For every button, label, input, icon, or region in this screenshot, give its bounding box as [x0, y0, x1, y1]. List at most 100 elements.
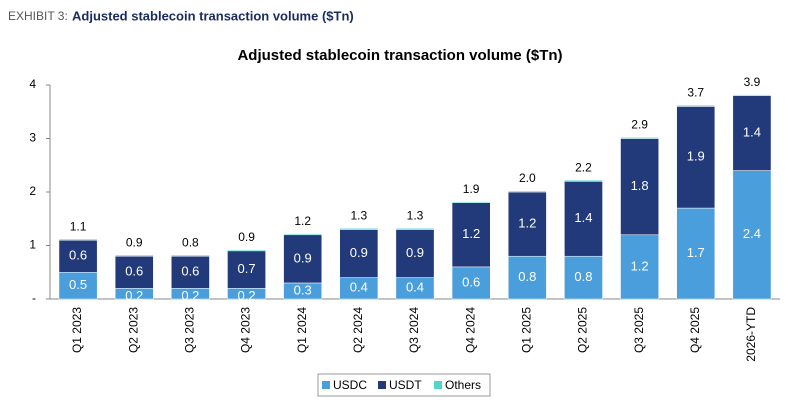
x-tick-label: 2026-YTD	[744, 307, 758, 362]
legend-label: USDC	[333, 378, 367, 392]
total-label: 3.7	[687, 86, 704, 100]
value-label: 1.4	[574, 210, 592, 225]
value-label: 0.7	[237, 261, 255, 276]
bar-segment	[676, 106, 716, 209]
bar-segment	[339, 229, 379, 278]
bar-segment	[227, 250, 266, 289]
bar-segment	[114, 255, 154, 289]
x-tick-label: Q2 2023	[126, 307, 140, 353]
total-label: 0.9	[126, 235, 143, 249]
legend-swatch	[378, 381, 386, 389]
x-tick-label: Q4 2025	[688, 307, 702, 353]
value-label: 1.7	[687, 245, 705, 260]
value-label: 0.6	[181, 264, 199, 279]
value-label: 0.8	[574, 269, 592, 284]
x-tick-label: Q4 2024	[463, 307, 477, 353]
value-label: 0.8	[518, 269, 536, 284]
value-label: 0.6	[69, 248, 87, 263]
value-label: 0.9	[406, 245, 424, 260]
total-label: 1.3	[407, 209, 424, 223]
value-label: 1.4	[743, 125, 761, 140]
value-label: 0.6	[462, 274, 480, 289]
total-label: 3.9	[744, 75, 761, 89]
value-label: 1.2	[518, 216, 536, 231]
bar-segment	[339, 228, 379, 230]
bar-segment	[507, 255, 547, 300]
total-label: 1.1	[70, 219, 87, 233]
value-label: 0.4	[350, 280, 368, 295]
bar-segment	[620, 138, 659, 236]
bar-segment	[620, 137, 659, 139]
value-label: 1.9	[687, 149, 705, 164]
bar-segment	[451, 202, 491, 268]
bar-segment	[58, 238, 98, 241]
bar-segment	[620, 234, 659, 300]
value-label: 1.2	[631, 258, 649, 273]
bar-segment	[451, 201, 491, 203]
bar-segment	[395, 228, 435, 230]
x-tick-label: Q2 2024	[351, 307, 365, 353]
value-label: 0.9	[350, 245, 368, 260]
total-label: 0.8	[182, 235, 199, 249]
bar-segment	[171, 254, 210, 257]
legend-swatch	[434, 381, 442, 389]
bar-segment	[507, 190, 547, 193]
y-tick-label: 4	[29, 77, 36, 91]
x-tick-label: Q1 2024	[295, 307, 309, 353]
total-label: 1.9	[463, 182, 480, 196]
total-label: 2.2	[575, 160, 592, 174]
y-tick-label: 2	[29, 184, 36, 198]
value-label: 0.2	[237, 288, 255, 303]
bar-segment	[114, 254, 154, 257]
bar-segment	[227, 249, 266, 252]
total-label: 2.9	[631, 118, 648, 132]
value-label: 0.4	[406, 280, 424, 295]
value-label: 2.4	[743, 226, 761, 241]
y-tick-label: 1	[29, 238, 36, 252]
value-label: 0.6	[125, 264, 143, 279]
value-label: 1.8	[631, 178, 649, 193]
value-label: 0.2	[181, 288, 199, 303]
bar-segment	[732, 95, 772, 171]
legend-swatch	[322, 381, 330, 389]
bar-segment	[58, 272, 98, 300]
y-tick-label: 3	[29, 131, 36, 145]
x-tick-label: Q3 2023	[183, 307, 197, 353]
bar-segment	[507, 191, 547, 257]
value-label: 0.5	[69, 277, 87, 292]
bar-segment	[171, 255, 210, 289]
x-tick-label: Q2 2025	[576, 307, 590, 353]
bar-segment	[283, 234, 323, 284]
bar-segment	[676, 105, 716, 107]
bar-segment	[676, 207, 716, 300]
value-label: 0.3	[294, 282, 312, 297]
legend-box	[317, 373, 491, 397]
bar-segment	[283, 233, 323, 236]
x-tick-label: Q1 2023	[70, 307, 84, 353]
bar-segment	[564, 255, 603, 300]
bar-segment	[395, 229, 435, 278]
x-tick-label: Q1 2025	[519, 307, 533, 353]
y-tick-label: -	[32, 291, 36, 305]
bar-segment	[564, 179, 603, 182]
total-label: 1.3	[351, 209, 368, 223]
value-label: 0.9	[294, 250, 312, 265]
x-tick-label: Q4 2023	[239, 307, 253, 353]
value-label: 0.2	[125, 288, 143, 303]
bar-segment	[732, 170, 772, 300]
bar-segment	[58, 239, 98, 273]
exhibit-title: Adjusted stablecoin transaction volume (…	[72, 8, 354, 23]
legend-label: USDT	[389, 378, 422, 392]
total-label: 1.2	[294, 214, 311, 228]
value-label: 1.2	[462, 226, 480, 241]
exhibit-label: EXHIBIT 3:	[8, 9, 68, 23]
x-tick-label: Q3 2025	[632, 307, 646, 353]
x-tick-label: Q3 2024	[407, 307, 421, 353]
total-label: 2.0	[519, 171, 536, 185]
bar-segment	[451, 266, 491, 300]
legend-label: Others	[445, 378, 481, 392]
total-label: 0.9	[238, 230, 255, 244]
chart-title: Adjusted stablecoin transaction volume (…	[237, 47, 562, 64]
bar-segment	[732, 94, 772, 96]
